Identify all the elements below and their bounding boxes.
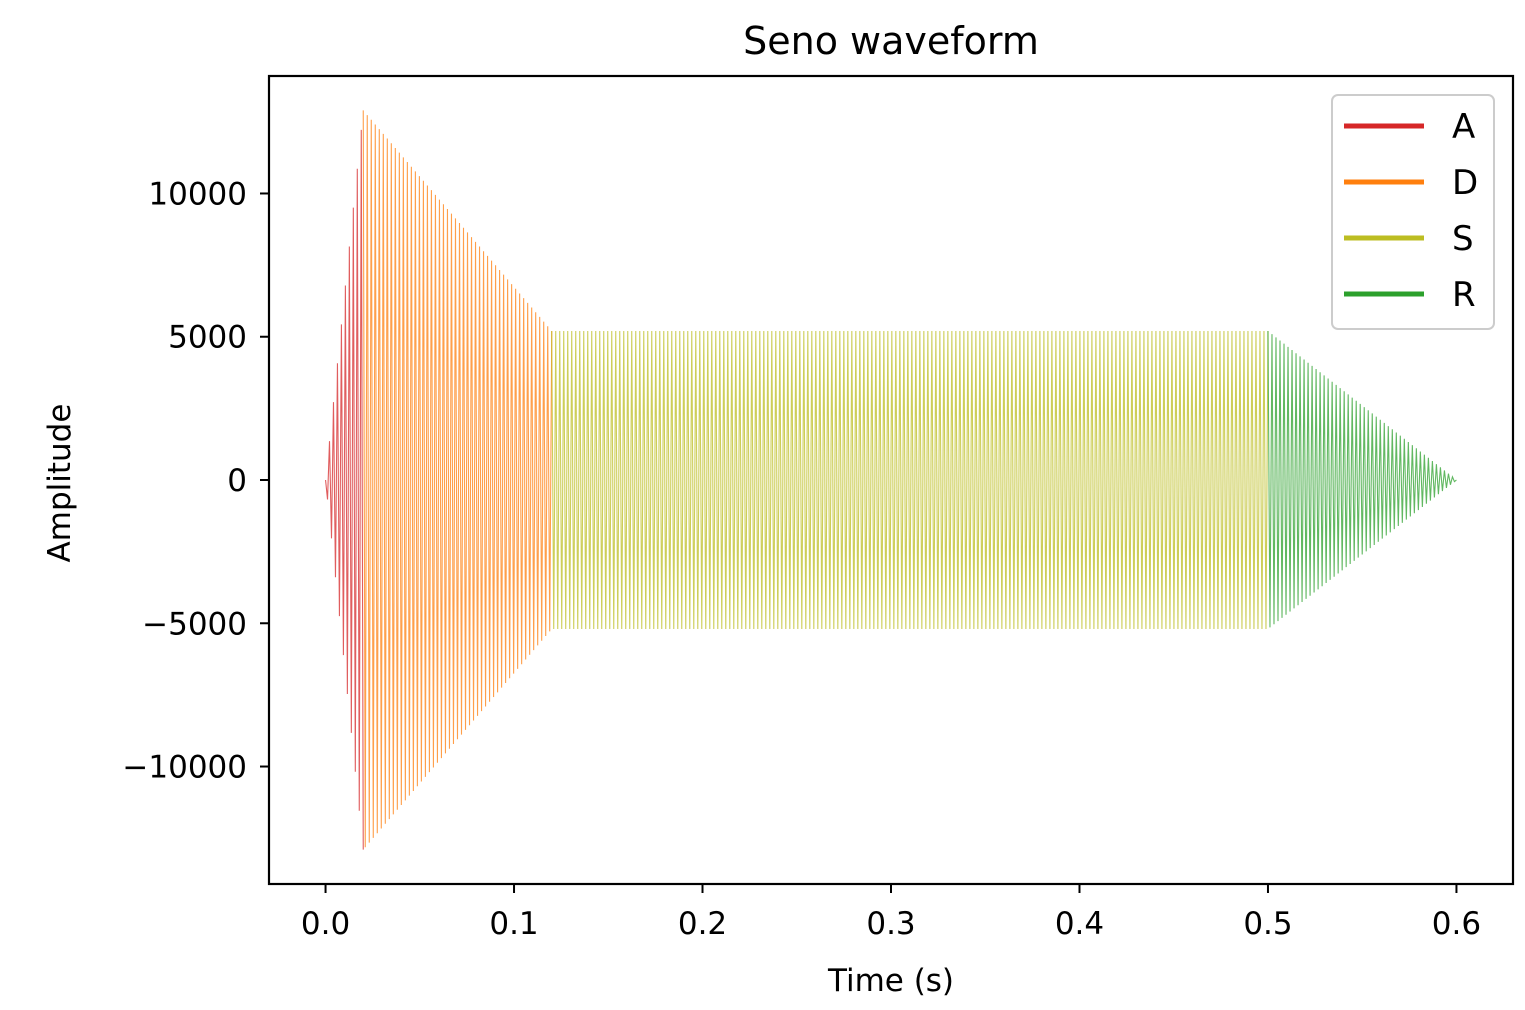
legend-label-s: S	[1452, 219, 1474, 259]
x-tick-label: 0.6	[1432, 906, 1481, 942]
y-axis: 10000 5000 0 −5000 −10000	[122, 176, 269, 786]
y-axis-title: Amplitude	[42, 404, 78, 563]
series-a-line	[325, 129, 364, 850]
plot-area	[325, 110, 1457, 850]
x-tick-label: 0.4	[1055, 906, 1104, 942]
series-r-line	[1267, 331, 1457, 628]
y-tick-label: 5000	[168, 320, 247, 356]
series-s-line	[551, 331, 1269, 629]
x-tick-label: 0.1	[489, 906, 538, 942]
x-tick-label: 0.2	[678, 906, 727, 942]
y-tick-label: −5000	[142, 606, 247, 642]
y-tick-label: −10000	[122, 750, 247, 786]
legend-label-a: A	[1452, 107, 1475, 147]
legend-label-d: D	[1452, 163, 1478, 203]
legend-label-r: R	[1452, 275, 1476, 315]
x-tick-label: 0.5	[1243, 906, 1292, 942]
series-d-line	[362, 110, 553, 848]
legend-box	[1331, 94, 1495, 330]
x-tick-label: 0.3	[866, 906, 915, 942]
x-axis: 0.0 0.1 0.2 0.3 0.4 0.5 0.6	[301, 884, 1481, 942]
x-axis-title: Time (s)	[827, 963, 954, 999]
y-tick-label: 10000	[148, 176, 247, 212]
chart-title: Seno waveform	[743, 19, 1039, 63]
y-tick-label: 0	[227, 463, 247, 499]
x-tick-label: 0.0	[301, 906, 350, 942]
